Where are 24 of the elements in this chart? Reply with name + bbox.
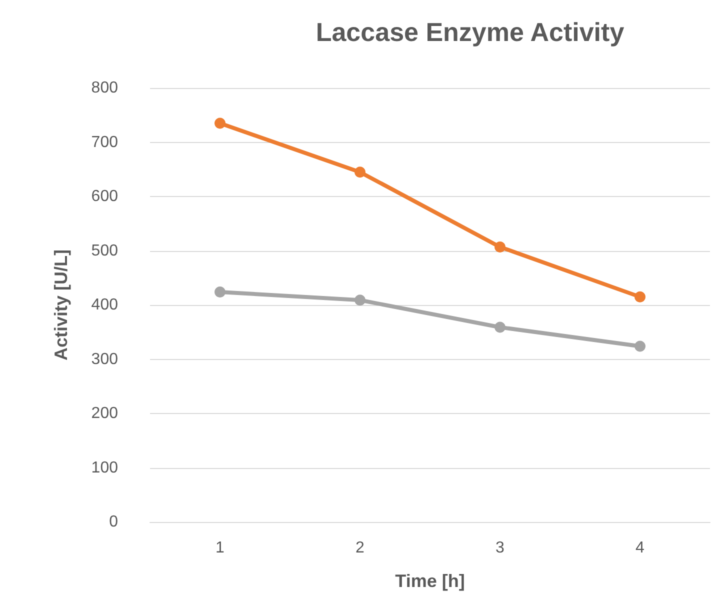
point xyxy=(354,166,366,178)
point xyxy=(354,294,366,306)
point xyxy=(494,241,506,252)
point xyxy=(634,291,646,302)
x-tick-label: 2 xyxy=(356,540,365,556)
x-tick-label: 4 xyxy=(636,540,645,556)
point xyxy=(214,286,226,298)
y-tick-label: 400 xyxy=(91,296,118,314)
y-tick-label: 0 xyxy=(109,514,118,530)
y-tick-label: 700 xyxy=(91,134,118,151)
y-tick-label: 600 xyxy=(91,188,118,205)
y-tick-label: 100 xyxy=(91,459,118,476)
point xyxy=(214,118,226,129)
x-tick-label: 1 xyxy=(216,540,225,556)
y-tick-label: 500 xyxy=(91,242,118,260)
y-tick-label: 800 xyxy=(91,80,118,96)
chart-title: Laccase Enzyme Activity xyxy=(316,17,625,47)
x-tick-label: 3 xyxy=(496,540,505,556)
x-axis-title: Time [h] xyxy=(395,571,465,591)
point xyxy=(634,340,646,352)
y-tick-label: 200 xyxy=(91,405,118,422)
point xyxy=(494,322,506,333)
y-tick-label: 300 xyxy=(91,350,118,368)
y-axis-title: Activity [U/L] xyxy=(51,249,71,361)
